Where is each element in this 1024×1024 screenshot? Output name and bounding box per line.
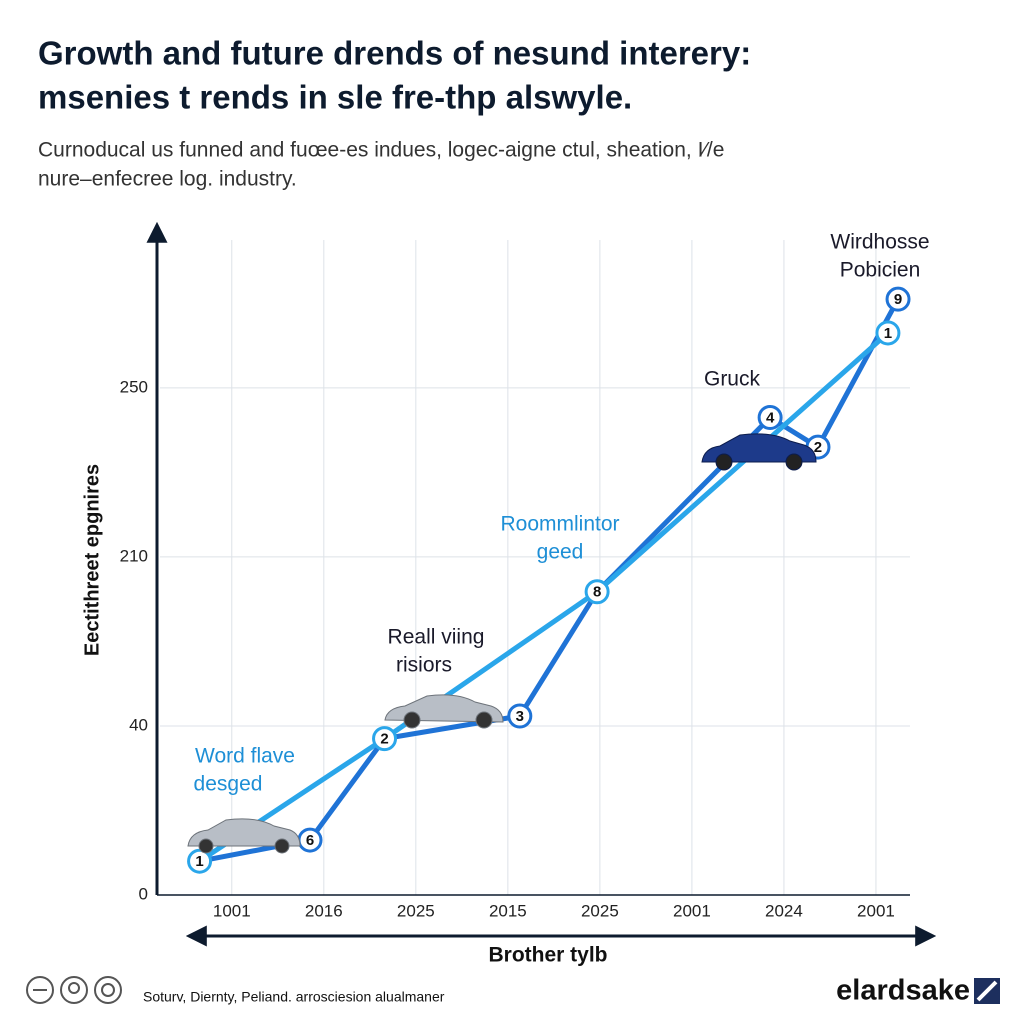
annotation: Word flave xyxy=(195,745,295,768)
x-tick-label: 2024 xyxy=(765,901,803,920)
data-point xyxy=(187,848,213,874)
x-tick-label: 1001 xyxy=(213,901,251,920)
chart-title: msenies t rends in sle fre-thp alswyle. xyxy=(38,79,632,116)
data-point xyxy=(584,579,610,605)
data-point xyxy=(885,286,911,312)
annotation: Pobicien xyxy=(840,259,921,282)
y-tick-label: 0 xyxy=(139,884,148,903)
point-label: 2 xyxy=(380,731,388,748)
point-label: 2 xyxy=(814,439,822,456)
annotation: Roommlintor xyxy=(500,513,619,536)
x-axis-label: Brother tylb xyxy=(488,944,607,967)
footer-icons xyxy=(26,976,122,1004)
point-label: 9 xyxy=(894,291,902,308)
x-tick-label: 2025 xyxy=(397,901,435,920)
x-tick-label: 2016 xyxy=(305,901,343,920)
annotation: geed xyxy=(537,541,584,564)
point-label: 3 xyxy=(516,708,524,725)
point-label: 8 xyxy=(593,584,601,601)
annotation: Gruck xyxy=(704,368,761,391)
annotation: risiors xyxy=(396,654,452,677)
point-label: 6 xyxy=(306,832,314,849)
data-point xyxy=(757,404,783,430)
x-tick-label: 2001 xyxy=(857,901,895,920)
x-tick-label: 2025 xyxy=(581,901,619,920)
plot-area: 0 40 210 250 1001 2016 2025 2015 2025 2001 2024 200… xyxy=(120,240,911,920)
data-point xyxy=(507,703,533,729)
point-label: 1 xyxy=(195,853,203,870)
car-icon xyxy=(187,694,504,854)
point-label: 4 xyxy=(766,409,775,426)
logo-mark xyxy=(974,978,1000,1004)
data-point xyxy=(875,320,901,346)
chart-title: Growth and future drends of nesund inter… xyxy=(38,35,751,72)
logo: elardsake xyxy=(836,975,970,1007)
point-label: 1 xyxy=(884,325,892,342)
data-point xyxy=(372,726,398,752)
x-tick-label: 2015 xyxy=(489,901,527,920)
car-icon xyxy=(701,433,817,471)
annotation: Wirdhosse xyxy=(830,231,929,254)
y-tick-label: 250 xyxy=(120,377,148,396)
chart-subtitle: nure–enfecree log. industry. xyxy=(38,168,297,191)
annotation: desged xyxy=(194,773,263,796)
y-tick-label: 210 xyxy=(120,546,148,565)
chart-subtitle: Curnoducal us funned and fuœe-es indues,… xyxy=(38,139,724,162)
x-tick-label: 2001 xyxy=(673,901,711,920)
footer-source: Soturv, Diernty, Peliand. arrosciesion a… xyxy=(143,989,445,1005)
annotation: Reall viing xyxy=(388,626,485,649)
y-axis-label: Eectithreet epgnires xyxy=(81,464,103,656)
y-tick-label: 40 xyxy=(129,715,148,734)
